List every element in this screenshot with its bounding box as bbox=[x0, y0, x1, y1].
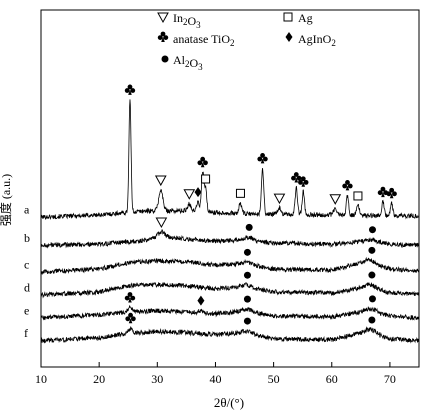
club-marker bbox=[291, 172, 302, 183]
diamond-marker bbox=[194, 187, 202, 198]
series-b-label: b bbox=[24, 231, 30, 245]
club-marker bbox=[257, 153, 268, 164]
series-d-line bbox=[40, 281, 420, 299]
circle-marker bbox=[368, 271, 376, 279]
x-tick-label: 60 bbox=[326, 372, 338, 386]
series-c-label: c bbox=[24, 258, 29, 272]
y-axis-label: 强度 (a.u.) bbox=[0, 174, 13, 226]
square-marker bbox=[201, 174, 211, 184]
legend-entry: anatase TiO2 bbox=[157, 31, 235, 48]
x-tick-label: 20 bbox=[93, 372, 105, 386]
series-d-label: d bbox=[24, 280, 30, 294]
x-tick-label: 50 bbox=[268, 372, 280, 386]
square-marker bbox=[235, 188, 245, 198]
triangle-down-marker bbox=[329, 194, 342, 205]
legend-entry: Ag bbox=[283, 11, 313, 25]
x-tick-label: 10 bbox=[35, 372, 47, 386]
series-a-label: a bbox=[24, 203, 30, 217]
series-e-label: e bbox=[24, 303, 29, 317]
series-e-line bbox=[40, 305, 420, 321]
circle-marker bbox=[243, 248, 251, 256]
circle-marker bbox=[368, 246, 376, 254]
series-a-line bbox=[40, 99, 420, 220]
legend-label: anatase TiO2 bbox=[173, 32, 235, 48]
triangle-down-marker bbox=[157, 12, 169, 24]
club-marker bbox=[124, 292, 136, 303]
series-f-line bbox=[40, 326, 420, 344]
club-marker bbox=[298, 176, 309, 187]
plot-frame bbox=[40, 9, 420, 368]
triangle-down-marker bbox=[154, 175, 167, 187]
legend: In2O3 anatase TiO2 Al2O3 Ag AgInO2 bbox=[157, 11, 336, 72]
series-f-label: f bbox=[24, 326, 28, 340]
legend-label: In2O3 bbox=[173, 11, 201, 30]
peak-markers bbox=[124, 84, 397, 325]
legend-label: Al2O3 bbox=[173, 53, 203, 72]
club-marker bbox=[125, 312, 136, 324]
circle-marker bbox=[368, 226, 376, 234]
circle-marker bbox=[243, 317, 251, 325]
club-marker bbox=[157, 31, 169, 42]
x-tick-label: 30 bbox=[151, 372, 163, 386]
legend-entry: AgInO2 bbox=[285, 32, 336, 48]
square-marker bbox=[283, 12, 293, 22]
triangle-down-marker bbox=[155, 217, 168, 228]
x-tick-label: 40 bbox=[209, 372, 221, 386]
diamond-marker bbox=[197, 295, 205, 306]
circle-marker bbox=[368, 295, 376, 303]
circle-marker bbox=[243, 295, 251, 303]
triangle-down-marker bbox=[183, 189, 196, 200]
club-marker bbox=[342, 180, 353, 191]
circle-marker bbox=[245, 223, 253, 231]
legend-entry: In2O3 bbox=[157, 11, 201, 30]
legend-label: Ag bbox=[298, 11, 313, 25]
circle-marker bbox=[368, 316, 376, 324]
series-b-line bbox=[40, 228, 419, 249]
legend-label: AgInO2 bbox=[298, 32, 336, 48]
square-marker bbox=[353, 191, 363, 201]
circle-marker bbox=[243, 271, 251, 279]
triangle-down-marker bbox=[273, 193, 286, 205]
club-marker bbox=[197, 156, 208, 168]
legend-entry: Al2O3 bbox=[161, 53, 203, 72]
x-axis-label: 2θ/(°) bbox=[214, 395, 244, 410]
club-marker bbox=[124, 84, 136, 95]
club-marker bbox=[377, 186, 389, 198]
diamond-marker bbox=[285, 32, 293, 42]
circle-marker bbox=[161, 55, 169, 63]
club-marker bbox=[386, 187, 397, 199]
x-tick-label: 70 bbox=[384, 372, 396, 386]
series-c-line bbox=[40, 256, 420, 276]
x-axis: 10 20 30 40 50 60 70 bbox=[35, 362, 396, 386]
